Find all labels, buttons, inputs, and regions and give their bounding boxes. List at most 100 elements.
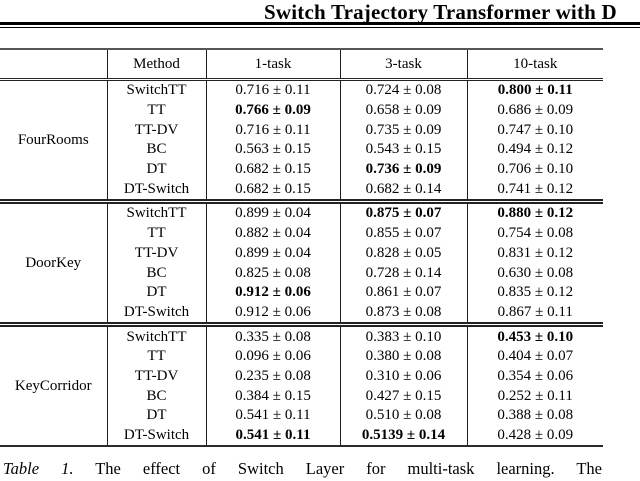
value-cell: 0.736 ± 0.09 — [339, 159, 467, 180]
method-cell: SwitchTT — [106, 201, 206, 224]
value-cell: 0.728 ± 0.14 — [339, 263, 467, 283]
method-cell: TT-DV — [106, 243, 206, 264]
value-cell: 0.543 ± 0.15 — [339, 140, 467, 160]
column-header-10task: 10-task — [466, 49, 603, 81]
env-group-keycorridor: KeyCorridor SwitchTT 0.335 ± 0.08 0.383 … — [0, 324, 603, 447]
method-cell: BC — [106, 263, 206, 283]
value-cell: 0.735 ± 0.09 — [339, 120, 467, 141]
value-cell: 0.096 ± 0.06 — [205, 346, 340, 367]
method-cell: SwitchTT — [106, 324, 206, 347]
table-row: TT-DV 0.716 ± 0.11 0.735 ± 0.09 0.747 ± … — [0, 120, 603, 141]
method-cell: DT-Switch — [106, 179, 206, 202]
method-cell: BC — [106, 140, 206, 160]
table-row: DoorKey SwitchTT 0.899 ± 0.04 0.875 ± 0.… — [0, 201, 603, 271]
value-cell: 0.235 ± 0.08 — [205, 366, 340, 387]
method-cell: SwitchTT — [106, 79, 206, 101]
value-cell: 0.630 ± 0.08 — [466, 263, 603, 283]
value-cell: 0.873 ± 0.08 — [339, 302, 467, 325]
method-cell: DT — [106, 406, 206, 426]
env-group-fourrooms: FourRooms SwitchTT 0.716 ± 0.11 0.724 ± … — [0, 79, 603, 202]
table-row: BC 0.563 ± 0.15 0.543 ± 0.15 0.494 ± 0.1… — [0, 140, 603, 160]
value-cell: 0.899 ± 0.04 — [205, 201, 340, 224]
table-header-row: Method 1-task 3-task 10-task — [0, 49, 603, 81]
env-label: FourRooms — [17, 131, 89, 148]
column-header-empty — [0, 49, 107, 81]
value-cell: 0.855 ± 0.07 — [339, 223, 467, 244]
table-caption-text: The effect of Switch Layer for multi-tas… — [95, 459, 603, 478]
value-cell: 0.741 ± 0.12 — [466, 179, 603, 202]
value-cell: 0.354 ± 0.06 — [466, 366, 603, 387]
value-cell: 0.428 ± 0.09 — [466, 425, 603, 447]
table-row: BC 0.825 ± 0.08 0.728 ± 0.14 0.630 ± 0.0… — [0, 263, 603, 283]
value-cell: 0.404 ± 0.07 — [466, 346, 603, 367]
running-title: Switch Trajectory Transformer with D — [264, 0, 617, 24]
value-cell: 0.335 ± 0.08 — [205, 324, 340, 347]
value-cell: 0.766 ± 0.09 — [205, 100, 340, 121]
table-row: TT-DV 0.899 ± 0.04 0.828 ± 0.05 0.831 ± … — [0, 243, 603, 264]
value-cell: 0.899 ± 0.04 — [205, 243, 340, 264]
header-rule-thick — [0, 22, 640, 25]
value-cell: 0.828 ± 0.05 — [339, 243, 467, 264]
value-cell: 0.384 ± 0.15 — [205, 386, 340, 406]
table-row: DT 0.541 ± 0.11 0.510 ± 0.08 0.388 ± 0.0… — [0, 406, 603, 426]
value-cell: 0.383 ± 0.10 — [339, 324, 467, 347]
value-cell: 0.706 ± 0.10 — [466, 159, 603, 180]
table-row: DT 0.682 ± 0.15 0.736 ± 0.09 0.706 ± 0.1… — [0, 159, 603, 180]
column-header-method: Method — [106, 49, 206, 81]
method-cell: TT — [106, 346, 206, 367]
table-row: TT-DV 0.235 ± 0.08 0.310 ± 0.06 0.354 ± … — [0, 366, 603, 387]
value-cell: 0.747 ± 0.10 — [466, 120, 603, 141]
method-cell: DT — [106, 159, 206, 180]
value-cell: 0.427 ± 0.15 — [339, 386, 467, 406]
method-cell: BC — [106, 386, 206, 406]
value-cell: 0.831 ± 0.12 — [466, 243, 603, 264]
value-cell: 0.453 ± 0.10 — [466, 324, 603, 347]
table-row: TT 0.882 ± 0.04 0.855 ± 0.07 0.754 ± 0.0… — [0, 223, 603, 244]
table-row: DT-Switch 0.912 ± 0.06 0.873 ± 0.08 0.86… — [0, 302, 603, 325]
results-table: Method 1-task 3-task 10-task FourRooms S… — [0, 48, 603, 448]
method-cell: DT — [106, 282, 206, 303]
table-row: TT 0.766 ± 0.09 0.658 ± 0.09 0.686 ± 0.0… — [0, 100, 603, 121]
method-cell: TT-DV — [106, 366, 206, 387]
value-cell: 0.658 ± 0.09 — [339, 100, 467, 121]
table-row: TT 0.096 ± 0.06 0.380 ± 0.08 0.404 ± 0.0… — [0, 346, 603, 367]
env-label: DoorKey — [25, 254, 82, 271]
value-cell: 0.380 ± 0.08 — [339, 346, 467, 367]
value-cell: 0.388 ± 0.08 — [466, 406, 603, 426]
value-cell: 0.716 ± 0.11 — [205, 120, 340, 141]
value-cell: 0.800 ± 0.11 — [466, 79, 603, 101]
method-cell: TT — [106, 223, 206, 244]
table-head: Method 1-task 3-task 10-task — [0, 49, 603, 81]
table-row: DT-Switch 0.541 ± 0.11 0.5139 ± 0.14 0.4… — [0, 425, 603, 447]
value-cell: 0.682 ± 0.15 — [205, 179, 340, 202]
value-cell: 0.882 ± 0.04 — [205, 223, 340, 244]
value-cell: 0.541 ± 0.11 — [205, 406, 340, 426]
value-cell: 0.252 ± 0.11 — [466, 386, 603, 406]
value-cell: 0.494 ± 0.12 — [466, 140, 603, 160]
table-caption: Table 1. The effect of Switch Layer for … — [3, 458, 602, 479]
table-row: KeyCorridor SwitchTT 0.335 ± 0.08 0.383 … — [0, 324, 603, 394]
table-row: DT-Switch 0.682 ± 0.15 0.682 ± 0.14 0.74… — [0, 179, 603, 202]
value-cell: 0.510 ± 0.08 — [339, 406, 467, 426]
value-cell: 0.875 ± 0.07 — [339, 201, 467, 224]
table-row: BC 0.384 ± 0.15 0.427 ± 0.15 0.252 ± 0.1… — [0, 386, 603, 406]
method-cell: TT — [106, 100, 206, 121]
value-cell: 0.724 ± 0.08 — [339, 79, 467, 101]
value-cell: 0.5139 ± 0.14 — [339, 425, 467, 447]
env-group-doorkey: DoorKey SwitchTT 0.899 ± 0.04 0.875 ± 0.… — [0, 201, 603, 325]
value-cell: 0.754 ± 0.08 — [466, 223, 603, 244]
value-cell: 0.835 ± 0.12 — [466, 282, 603, 303]
table-caption-label: Table 1. — [3, 459, 74, 478]
column-header-3task: 3-task — [339, 49, 467, 81]
header-rule-thin — [0, 27, 640, 29]
value-cell: 0.682 ± 0.14 — [339, 179, 467, 202]
table-row: DT 0.912 ± 0.06 0.861 ± 0.07 0.835 ± 0.1… — [0, 282, 603, 303]
env-label: KeyCorridor — [14, 377, 92, 394]
value-cell: 0.541 ± 0.11 — [205, 425, 340, 447]
value-cell: 0.825 ± 0.08 — [205, 263, 340, 283]
method-cell: TT-DV — [106, 120, 206, 141]
method-cell: DT-Switch — [106, 425, 206, 447]
column-header-1task: 1-task — [205, 49, 340, 81]
table-row: FourRooms SwitchTT 0.716 ± 0.11 0.724 ± … — [0, 79, 603, 148]
